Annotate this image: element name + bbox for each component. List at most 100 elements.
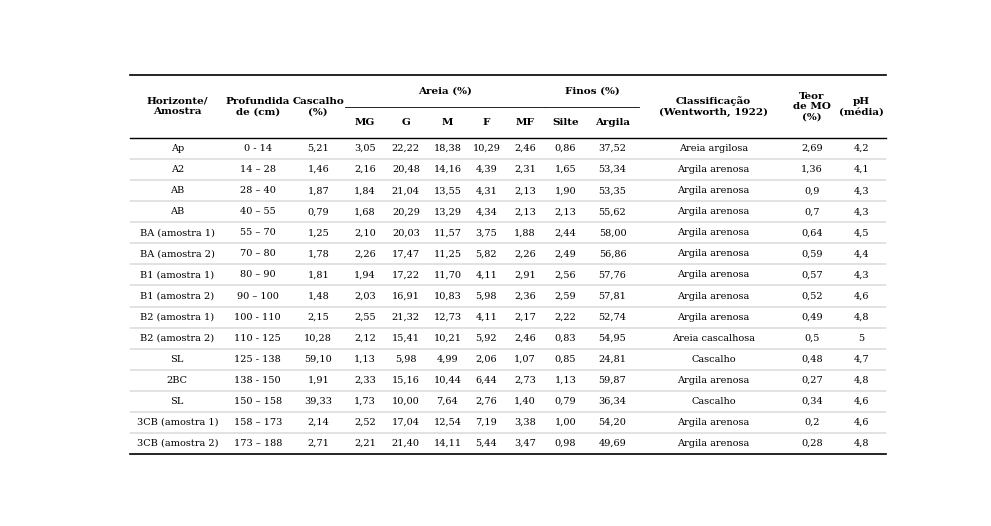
Text: Ap: Ap — [170, 144, 184, 153]
Text: 4,8: 4,8 — [853, 439, 869, 448]
Text: Cascalho
(%): Cascalho (%) — [292, 97, 344, 116]
Text: 4,11: 4,11 — [476, 270, 497, 279]
Text: Argila arenosa: Argila arenosa — [677, 376, 749, 385]
Text: 10,21: 10,21 — [433, 333, 462, 342]
Text: 2,13: 2,13 — [514, 186, 536, 195]
Text: SL: SL — [170, 397, 184, 406]
Text: 0,98: 0,98 — [555, 439, 576, 448]
Text: 70 – 80: 70 – 80 — [240, 249, 275, 258]
Text: 1,73: 1,73 — [354, 397, 376, 406]
Text: 4,6: 4,6 — [853, 397, 869, 406]
Text: 1,48: 1,48 — [307, 291, 329, 300]
Text: 100 - 110: 100 - 110 — [235, 312, 281, 321]
Text: 17,22: 17,22 — [391, 270, 420, 279]
Text: 4,8: 4,8 — [853, 376, 869, 385]
Text: 0,27: 0,27 — [801, 376, 823, 385]
Text: 2,56: 2,56 — [555, 270, 576, 279]
Text: 6,44: 6,44 — [476, 376, 497, 385]
Text: 4,6: 4,6 — [853, 418, 869, 427]
Text: 0,34: 0,34 — [801, 397, 823, 406]
Text: 1,25: 1,25 — [307, 228, 329, 237]
Text: 21,04: 21,04 — [391, 186, 420, 195]
Text: 1,46: 1,46 — [307, 165, 329, 174]
Text: 0,83: 0,83 — [555, 333, 576, 342]
Text: 53,34: 53,34 — [599, 165, 626, 174]
Text: 3CB (amostra 1): 3CB (amostra 1) — [137, 418, 218, 427]
Text: A2: A2 — [170, 165, 184, 174]
Text: Argila arenosa: Argila arenosa — [677, 186, 749, 195]
Text: 4,3: 4,3 — [853, 186, 869, 195]
Text: 150 – 158: 150 – 158 — [234, 397, 281, 406]
Text: 173 – 188: 173 – 188 — [234, 439, 281, 448]
Text: 20,48: 20,48 — [391, 165, 420, 174]
Text: 2,52: 2,52 — [354, 418, 376, 427]
Text: 1,94: 1,94 — [354, 270, 376, 279]
Text: 16,91: 16,91 — [391, 291, 420, 300]
Text: Cascalho: Cascalho — [691, 355, 735, 363]
Text: 0,85: 0,85 — [555, 355, 576, 363]
Text: 2,55: 2,55 — [354, 312, 376, 321]
Text: 3,05: 3,05 — [354, 144, 376, 153]
Text: 3,47: 3,47 — [514, 439, 536, 448]
Text: 15,41: 15,41 — [391, 333, 420, 342]
Text: Finos (%): Finos (%) — [565, 86, 619, 95]
Text: 58,00: 58,00 — [599, 228, 626, 237]
Text: 1,78: 1,78 — [307, 249, 329, 258]
Text: 11,57: 11,57 — [433, 228, 462, 237]
Text: AB: AB — [170, 186, 184, 195]
Text: 80 – 90: 80 – 90 — [240, 270, 275, 279]
Text: 28 – 40: 28 – 40 — [240, 186, 275, 195]
Text: 0,49: 0,49 — [802, 312, 823, 321]
Text: 2,12: 2,12 — [354, 333, 376, 342]
Text: 4,2: 4,2 — [853, 144, 869, 153]
Text: Cascalho: Cascalho — [691, 397, 735, 406]
Text: 4,39: 4,39 — [476, 165, 497, 174]
Text: B1 (amostra 1): B1 (amostra 1) — [140, 270, 214, 279]
Text: 54,95: 54,95 — [599, 333, 626, 342]
Text: 138 - 150: 138 - 150 — [235, 376, 281, 385]
Text: 55 – 70: 55 – 70 — [240, 228, 275, 237]
Text: 2,71: 2,71 — [307, 439, 329, 448]
Text: 59,10: 59,10 — [304, 355, 332, 363]
Text: M: M — [442, 118, 453, 127]
Text: 1,87: 1,87 — [307, 186, 329, 195]
Text: 2BC: 2BC — [166, 376, 187, 385]
Text: 22,22: 22,22 — [391, 144, 420, 153]
Text: 0,64: 0,64 — [802, 228, 823, 237]
Text: 2,13: 2,13 — [554, 207, 576, 216]
Text: 12,73: 12,73 — [433, 312, 462, 321]
Text: 3,38: 3,38 — [514, 418, 536, 427]
Text: 11,25: 11,25 — [433, 249, 462, 258]
Text: Horizonte/
Amostra: Horizonte/ Amostra — [147, 97, 208, 116]
Text: BA (amostra 2): BA (amostra 2) — [140, 249, 215, 258]
Text: 53,35: 53,35 — [599, 186, 626, 195]
Text: 49,69: 49,69 — [599, 439, 626, 448]
Text: 17,04: 17,04 — [391, 418, 420, 427]
Text: 21,32: 21,32 — [391, 312, 420, 321]
Text: Areia (%): Areia (%) — [418, 86, 472, 95]
Text: G: G — [401, 118, 410, 127]
Text: 1,65: 1,65 — [555, 165, 576, 174]
Text: 1,88: 1,88 — [514, 228, 536, 237]
Text: 5: 5 — [858, 333, 864, 342]
Text: B1 (amostra 2): B1 (amostra 2) — [140, 291, 214, 300]
Text: 0,86: 0,86 — [555, 144, 576, 153]
Text: 1,40: 1,40 — [514, 397, 536, 406]
Text: 4,7: 4,7 — [853, 355, 869, 363]
Text: 1,68: 1,68 — [354, 207, 376, 216]
Text: 56,86: 56,86 — [599, 249, 626, 258]
Text: Silte: Silte — [552, 118, 579, 127]
Text: 40 – 55: 40 – 55 — [240, 207, 275, 216]
Text: 0,9: 0,9 — [805, 186, 820, 195]
Text: 5,92: 5,92 — [476, 333, 497, 342]
Text: 4,1: 4,1 — [853, 165, 869, 174]
Text: 2,26: 2,26 — [514, 249, 536, 258]
Text: MG: MG — [355, 118, 376, 127]
Text: 2,10: 2,10 — [354, 228, 376, 237]
Text: 4,31: 4,31 — [476, 186, 497, 195]
Text: 2,15: 2,15 — [307, 312, 329, 321]
Text: 2,46: 2,46 — [514, 333, 536, 342]
Text: 0,28: 0,28 — [802, 439, 823, 448]
Text: 90 – 100: 90 – 100 — [237, 291, 278, 300]
Text: 13,29: 13,29 — [433, 207, 462, 216]
